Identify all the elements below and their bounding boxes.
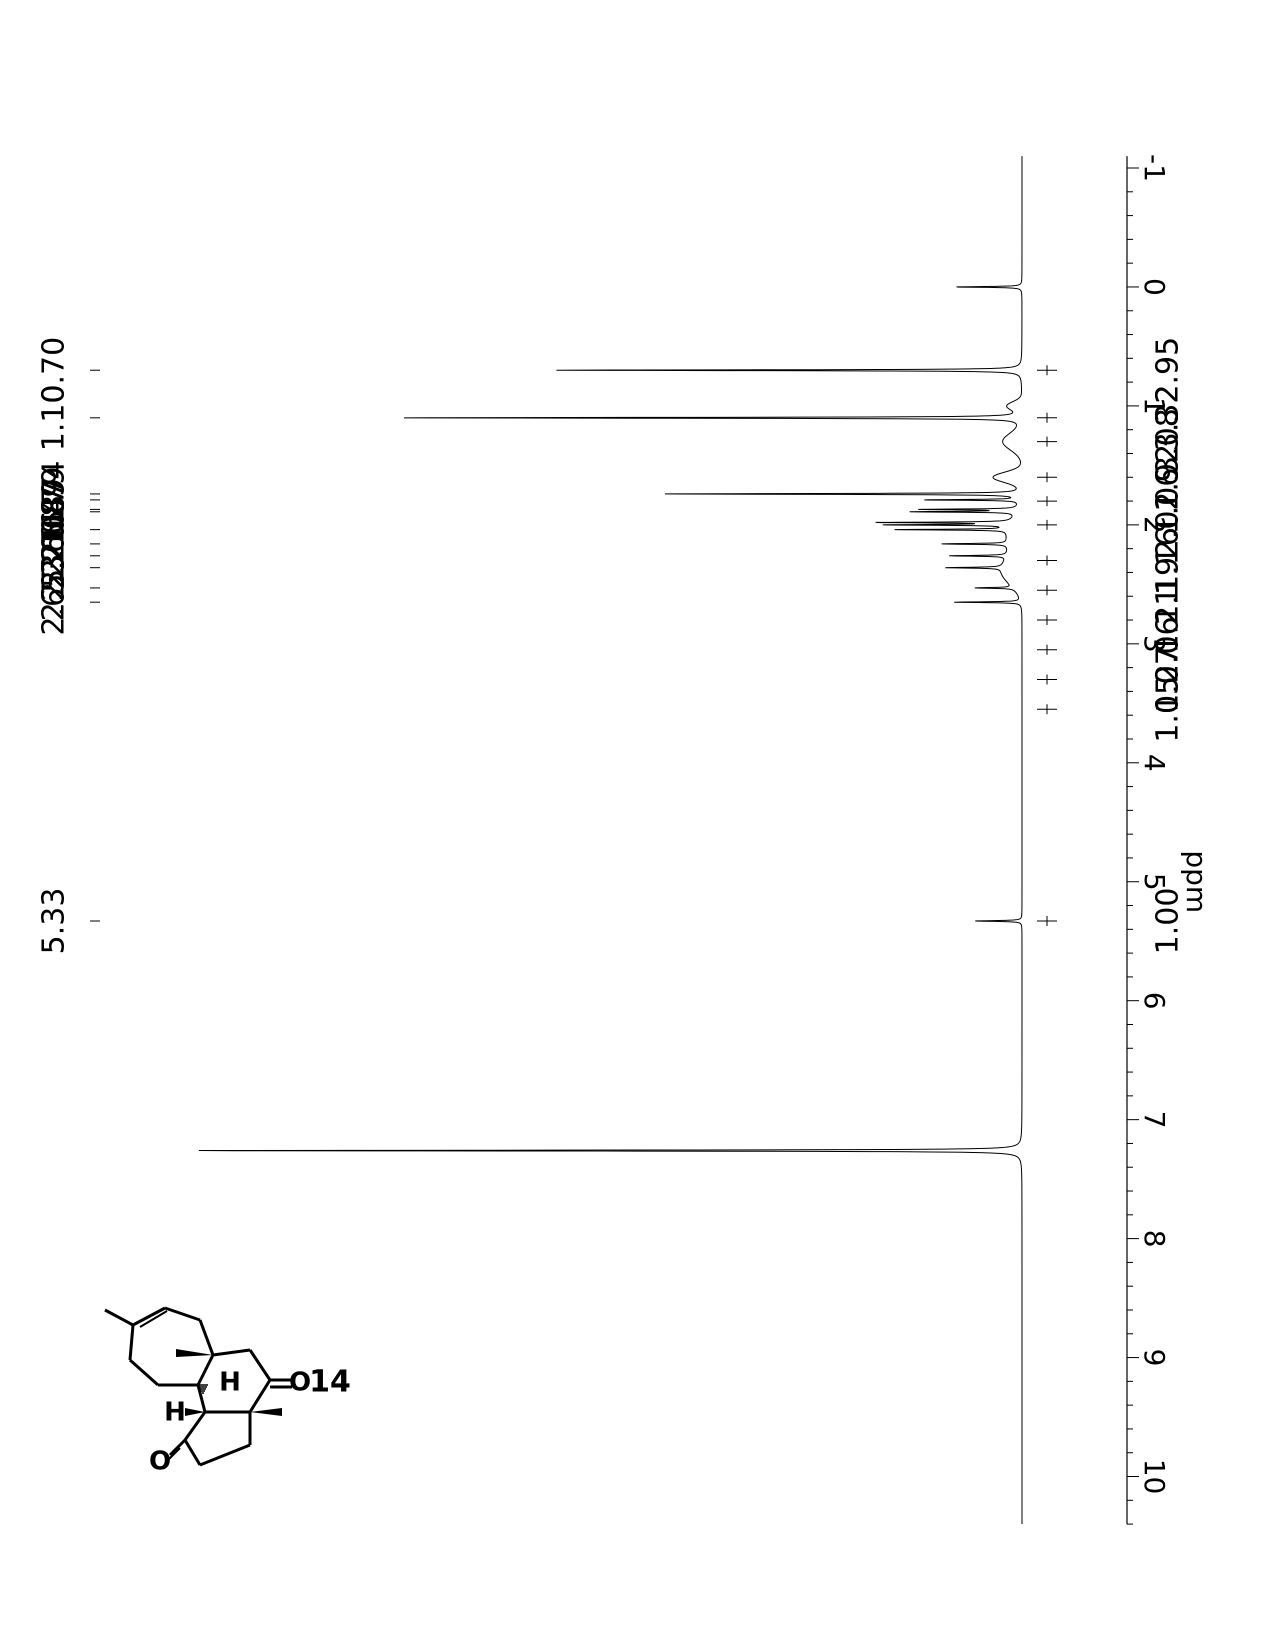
integral-value: 1.06 bbox=[1151, 468, 1186, 535]
peak-label: 1.74 bbox=[37, 461, 72, 528]
integral-value: 1.00 bbox=[1151, 888, 1186, 955]
bond bbox=[183, 1411, 207, 1441]
x-tick-label: 7 bbox=[1138, 1111, 1171, 1129]
x-tick-label: 6 bbox=[1138, 992, 1171, 1010]
bond bbox=[139, 1310, 168, 1328]
integral-value: 3.08 bbox=[1151, 408, 1186, 475]
bond bbox=[168, 1438, 187, 1457]
peak-label: 5.33 bbox=[37, 888, 72, 955]
peak-label: 2.16 bbox=[37, 511, 72, 578]
peak-label: 2.26 bbox=[37, 522, 72, 589]
compound-label: 14 bbox=[309, 1365, 351, 1400]
x-tick-label: 9 bbox=[1138, 1349, 1171, 1367]
peak-label: 2.04 bbox=[37, 496, 72, 563]
wedge-bond bbox=[250, 1408, 282, 1416]
peak-labels: 0.701.10 1.741.791.871.892.042.162.262.36… bbox=[37, 337, 100, 955]
x-axis-label: ppm bbox=[1180, 850, 1213, 913]
x-tick-label: 1 bbox=[1138, 397, 1171, 415]
peak-label: 2.53 bbox=[37, 555, 72, 622]
integral-value: 1.21 bbox=[1151, 587, 1186, 654]
x-tick-label: 2 bbox=[1138, 516, 1171, 534]
bond bbox=[196, 1384, 207, 1413]
bond bbox=[212, 1348, 251, 1357]
peak-label: 1.89 bbox=[37, 478, 72, 545]
integral-value: 2.01 bbox=[1151, 491, 1186, 558]
integral-value: 2.92 bbox=[1151, 444, 1186, 511]
bond bbox=[199, 1443, 251, 1467]
x-tick-label: 8 bbox=[1138, 1230, 1171, 1248]
bond bbox=[248, 1349, 272, 1381]
x-tick-label: 5 bbox=[1138, 873, 1171, 891]
bond bbox=[196, 1354, 215, 1386]
integral-value: 2.95 bbox=[1151, 337, 1186, 404]
bond bbox=[248, 1379, 272, 1413]
bond bbox=[198, 1319, 215, 1356]
x-tick-label: 0 bbox=[1138, 278, 1171, 296]
integral-marks: 2.953.323.082.921.062.011.161.191.212.06… bbox=[1037, 337, 1186, 955]
oxygen-label: O bbox=[289, 1368, 311, 1398]
integral-value: 1.19 bbox=[1151, 557, 1186, 624]
bond bbox=[128, 1324, 135, 1361]
peak-label: 1.10 bbox=[37, 384, 72, 451]
integral-value: 1.16 bbox=[1151, 527, 1186, 594]
integral-value: 3.32 bbox=[1151, 384, 1186, 451]
wedge-bond bbox=[185, 1408, 205, 1416]
spectrum-line bbox=[198, 156, 1023, 1524]
peak-label: 0.70 bbox=[37, 337, 72, 404]
integral-value: 1.07 bbox=[1151, 646, 1186, 713]
spectrum-trace bbox=[198, 156, 1023, 1524]
peak-label: 1.87 bbox=[37, 476, 72, 543]
x-tick-label: 10 bbox=[1138, 1459, 1171, 1495]
integral-value: 2.06 bbox=[1151, 616, 1186, 683]
peak-label: 2.65 bbox=[37, 569, 72, 636]
peak-label: 1.79 bbox=[37, 466, 72, 533]
bond bbox=[165, 1447, 181, 1463]
integral-value: 1.05 bbox=[1151, 676, 1186, 743]
x-tick-label: -1 bbox=[1138, 154, 1171, 182]
bond bbox=[164, 1306, 201, 1322]
wedge-bond bbox=[176, 1349, 213, 1357]
bond bbox=[132, 1306, 166, 1327]
hydrogen-label: H bbox=[164, 1398, 186, 1428]
oxygen-label: O bbox=[149, 1447, 171, 1477]
x-tick-label: 4 bbox=[1138, 754, 1171, 772]
bond bbox=[104, 1308, 134, 1327]
x-axis: -1 0 1 2 3 4 5 6 7 8 9 10 ppm bbox=[1126, 154, 1213, 1525]
hydrogen-label: H bbox=[219, 1368, 241, 1398]
bond bbox=[183, 1439, 202, 1466]
bond bbox=[129, 1358, 159, 1387]
x-tick-label: 3 bbox=[1138, 635, 1171, 653]
peak-label: 2.36 bbox=[37, 534, 72, 601]
